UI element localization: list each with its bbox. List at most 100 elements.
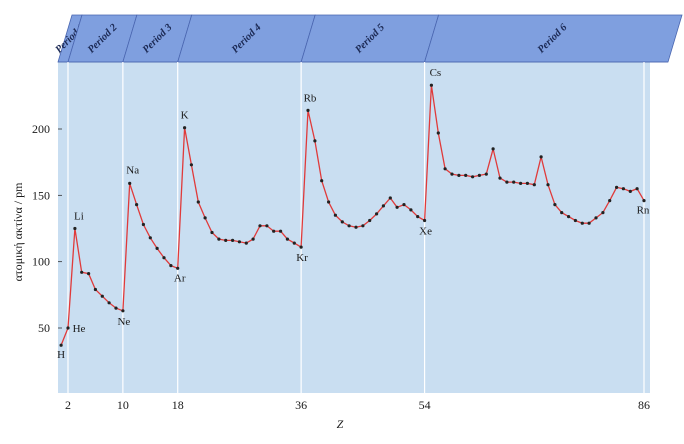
data-point: [80, 270, 84, 274]
plot-panel: [58, 62, 650, 393]
element-labels: H He Li Na Ne K Ar Rb Kr Cs Xe Rn: [57, 67, 650, 361]
data-point: [642, 199, 646, 203]
element-label: Ne: [117, 316, 130, 328]
data-point: [285, 237, 289, 241]
data-point: [244, 241, 248, 245]
data-point: [155, 246, 159, 250]
element-label: Kr: [296, 252, 308, 264]
data-point: [443, 167, 447, 171]
element-label: K: [181, 110, 189, 122]
x-tick-label: 54: [419, 398, 431, 412]
element-label: H: [57, 349, 65, 361]
data-point: [409, 208, 413, 212]
data-point: [539, 155, 543, 159]
data-point: [169, 264, 173, 268]
data-point: [320, 179, 324, 183]
data-point: [217, 237, 221, 241]
data-point: [203, 216, 207, 220]
data-point: [210, 230, 214, 235]
data-point: [361, 224, 365, 228]
data-point: [505, 180, 509, 184]
data-point: [258, 224, 262, 228]
x-axis-label: Z: [337, 417, 344, 431]
data-point: [580, 221, 584, 225]
data-point: [340, 220, 344, 224]
element-label: Rb: [304, 92, 317, 104]
data-point: [299, 245, 303, 249]
element-label: Na: [126, 164, 139, 176]
data-point: [87, 272, 91, 276]
data-point: [429, 83, 433, 87]
y-tick-label: 200: [32, 122, 50, 136]
data-point: [224, 238, 228, 242]
x-tick-label: 86: [638, 398, 650, 412]
data-point: [601, 211, 605, 215]
data-point: [615, 185, 619, 189]
y-tick-label: 100: [32, 255, 50, 269]
data-point: [402, 203, 406, 207]
data-point: [176, 266, 180, 270]
data-point: [594, 216, 598, 220]
data-point: [587, 221, 591, 225]
data-point: [107, 301, 111, 305]
data-point: [114, 306, 118, 310]
data-point: [621, 187, 626, 191]
y-axis-label: ατομική ακτίνα / pm: [11, 182, 25, 282]
data-point: [162, 256, 166, 260]
data-point: [128, 181, 132, 185]
x-tick-label: 36: [295, 398, 307, 412]
data-point: [457, 173, 461, 177]
data-point: [532, 183, 536, 187]
data-point: [512, 180, 516, 184]
data-point: [231, 238, 235, 242]
x-tick-label: 10: [117, 398, 129, 412]
data-point: [608, 199, 612, 203]
axes: 2 10 18 36 54 86 50 100 150 200: [32, 122, 650, 412]
y-tick-label: 150: [32, 188, 50, 202]
data-point: [546, 183, 550, 187]
data-points: [59, 83, 646, 347]
data-point: [59, 343, 63, 347]
y-tick-label: 50: [38, 321, 50, 335]
data-point: [189, 163, 193, 167]
data-point: [73, 226, 77, 231]
data-point: [567, 215, 571, 219]
data-point: [381, 204, 385, 208]
data-point: [635, 187, 639, 191]
x-tick-label: 2: [65, 398, 71, 412]
data-point: [306, 108, 310, 112]
data-point: [450, 172, 454, 176]
data-point: [183, 126, 187, 130]
data-point: [347, 224, 351, 228]
data-point: [100, 294, 104, 298]
data-point: [135, 203, 139, 207]
data-point: [313, 139, 317, 143]
data-point: [354, 225, 358, 229]
data-point: [333, 213, 337, 217]
data-point: [491, 147, 495, 151]
data-point: [148, 236, 152, 240]
data-point: [436, 131, 440, 135]
data-point: [237, 240, 241, 244]
plot-background: [58, 62, 650, 393]
data-point: [553, 203, 557, 207]
data-point: [519, 181, 523, 185]
data-point: [251, 237, 255, 241]
data-point: [292, 241, 296, 245]
element-label: Xe: [419, 226, 432, 238]
data-point: [265, 224, 269, 228]
data-point: [525, 181, 530, 185]
data-point: [498, 176, 502, 180]
data-point: [464, 173, 468, 177]
atomic-radius-line: [60, 85, 645, 346]
element-label: Cs: [430, 67, 442, 79]
period-gridlines: [67, 62, 645, 393]
data-point: [573, 218, 578, 223]
data-point: [141, 222, 145, 227]
element-label: Rn: [637, 205, 650, 217]
data-point: [388, 196, 392, 200]
data-point: [279, 229, 283, 233]
